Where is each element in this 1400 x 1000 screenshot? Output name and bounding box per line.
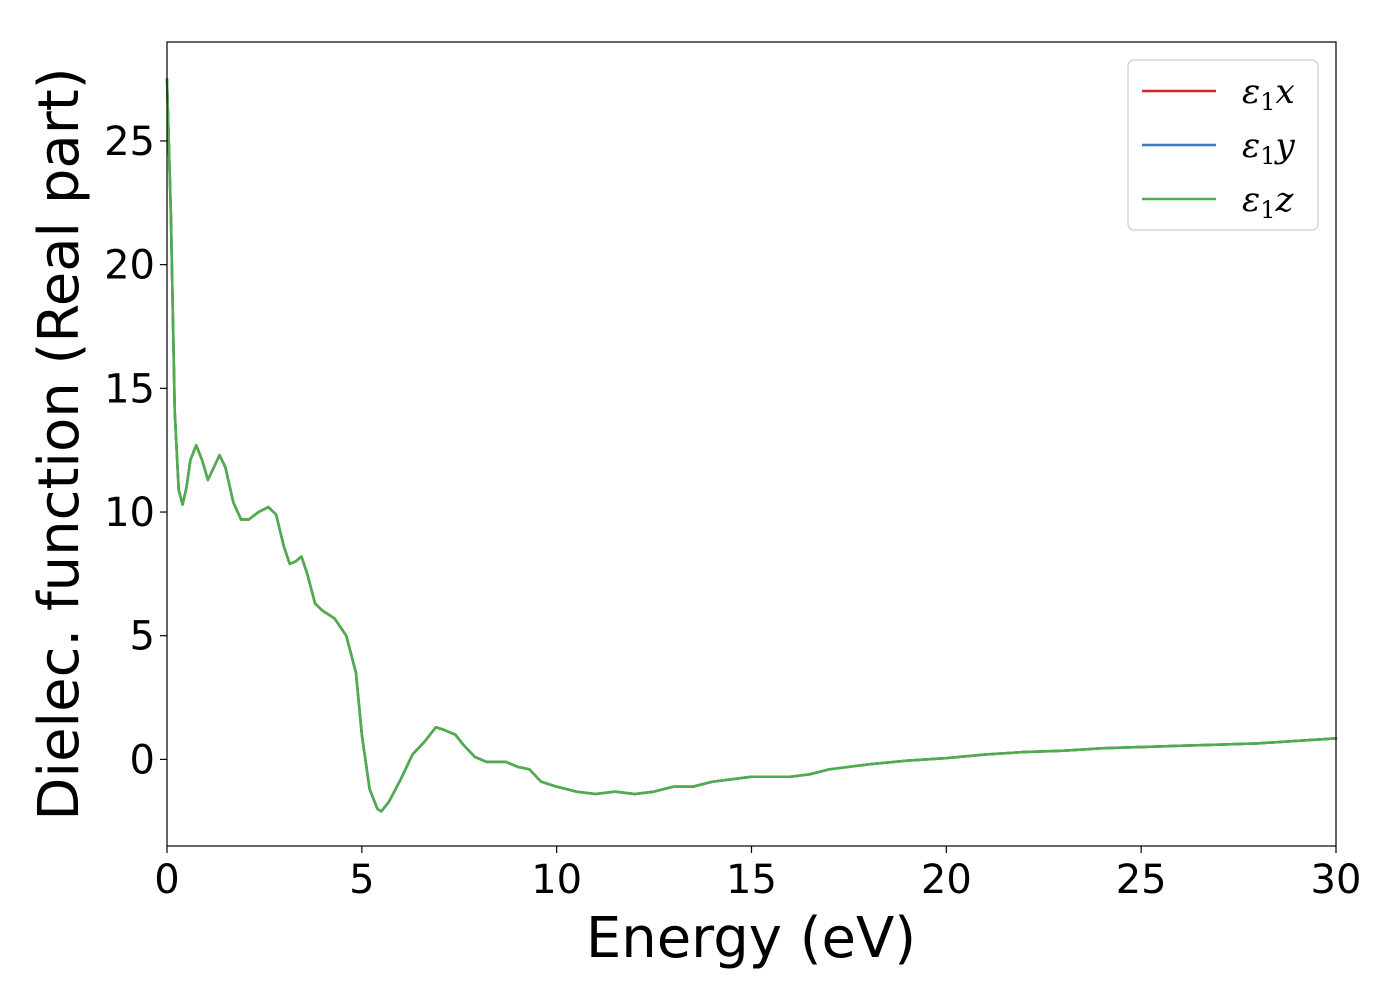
y-tick-label: 5 [130,614,155,660]
x-tick-label: 0 [154,857,179,903]
y-tick-label: 0 [130,737,155,783]
y-axis-title: Dielec. function (Real part) [27,67,92,820]
y-tick-label: 15 [104,366,155,412]
x-tick-label: 15 [726,857,777,903]
x-tick-label: 30 [1311,857,1362,903]
y-axis-ticks: 0 5 10 15 20 25 [104,119,167,783]
x-axis-ticks: 0 5 10 15 20 25 30 [154,846,1361,903]
y-tick-label: 20 [104,243,155,289]
series-line-3 [165,77,1338,813]
legend-box [1127,59,1319,231]
x-tick-label: 10 [531,857,582,903]
x-axis-title: Energy (eV) [586,906,916,971]
x-tick-label: 25 [1116,857,1167,903]
legend: ε1x ε1y ε1z [1127,59,1319,231]
y-tick-label: 10 [104,490,155,536]
x-tick-label: 20 [921,857,972,903]
x-tick-label: 5 [349,857,374,903]
legend-label-2: ε1y [1242,126,1296,170]
legend-label-3: ε1z [1242,180,1295,224]
series-lines [165,77,1338,813]
y-tick-label: 25 [104,119,155,165]
legend-label-1: ε1x [1242,72,1295,116]
